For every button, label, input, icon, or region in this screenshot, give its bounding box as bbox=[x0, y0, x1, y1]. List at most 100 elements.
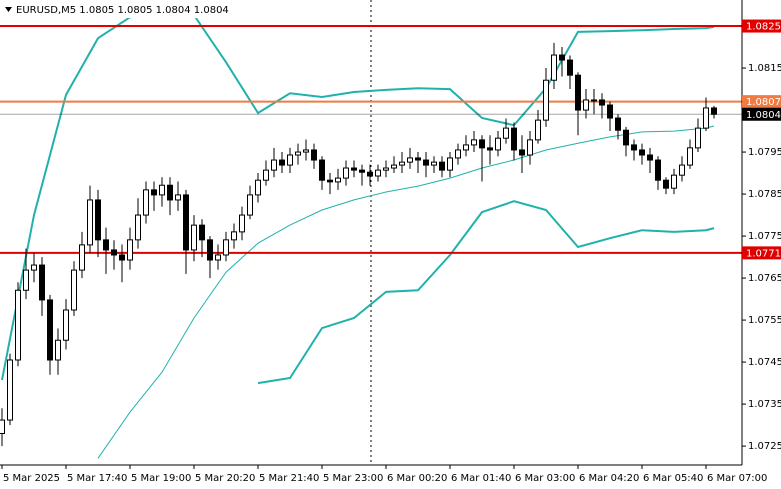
candle-body bbox=[423, 159, 429, 166]
candle-body bbox=[31, 264, 37, 271]
candle-body bbox=[543, 79, 549, 121]
candle-body bbox=[591, 99, 597, 102]
candle-body bbox=[471, 139, 477, 146]
x-tick-label: 5 Mar 2025 bbox=[3, 473, 60, 484]
candle-body bbox=[615, 117, 621, 131]
menu-icon bbox=[5, 7, 12, 12]
candle-body bbox=[519, 149, 525, 156]
candle-body bbox=[631, 144, 637, 151]
level-label: 1.0807 bbox=[746, 97, 781, 108]
level-label-bg bbox=[742, 246, 781, 260]
candle-body bbox=[279, 159, 285, 166]
level-label: 1.0771 bbox=[746, 248, 781, 259]
candle-body bbox=[319, 159, 325, 181]
candle-body bbox=[263, 169, 269, 181]
candle-body bbox=[15, 289, 21, 361]
candle-body bbox=[343, 167, 349, 179]
candle-body bbox=[375, 169, 381, 177]
level-label-bg bbox=[742, 19, 781, 33]
candle-body bbox=[335, 177, 341, 183]
candle-body bbox=[583, 99, 589, 111]
candle-body bbox=[79, 244, 85, 271]
candle-body bbox=[551, 54, 557, 81]
candle-body bbox=[399, 161, 405, 166]
candle-body bbox=[687, 147, 693, 166]
candle-body bbox=[535, 119, 541, 141]
candle-body bbox=[311, 149, 317, 161]
candle-body bbox=[119, 254, 125, 261]
candle-body bbox=[599, 99, 605, 106]
candle-body bbox=[151, 189, 157, 196]
candle-body bbox=[711, 107, 717, 115]
candle-body bbox=[479, 139, 485, 149]
candle-body bbox=[103, 239, 109, 251]
level-label-bg bbox=[742, 107, 781, 121]
x-tick-label: 5 Mar 19:00 bbox=[131, 473, 191, 484]
candle-body bbox=[239, 214, 245, 233]
candle-body bbox=[639, 149, 645, 156]
candle-body bbox=[0, 419, 5, 434]
candle-body bbox=[359, 169, 365, 173]
candle-body bbox=[575, 74, 581, 111]
candle-body bbox=[679, 164, 685, 176]
candle-body bbox=[167, 184, 173, 201]
x-tick-label: 6 Mar 00:20 bbox=[387, 473, 447, 484]
candle-body bbox=[71, 269, 77, 311]
candle-body bbox=[231, 231, 237, 241]
candle-body bbox=[175, 194, 181, 201]
candle-body bbox=[63, 309, 69, 341]
candle-body bbox=[303, 149, 309, 153]
candle-body bbox=[407, 157, 413, 163]
band-line bbox=[257, 200, 715, 385]
x-tick-label: 6 Mar 04:20 bbox=[579, 473, 639, 484]
candle-body bbox=[391, 164, 397, 169]
candle-body bbox=[215, 254, 221, 261]
x-tick-label: 6 Mar 03:00 bbox=[515, 473, 575, 484]
candle-body bbox=[431, 161, 437, 166]
candle-body bbox=[39, 264, 45, 301]
candle-body bbox=[695, 127, 701, 149]
x-tick-label: 6 Mar 05:40 bbox=[643, 473, 703, 484]
candle-body bbox=[7, 359, 13, 421]
plot-area bbox=[0, 14, 742, 459]
x-tick-label: 5 Mar 21:40 bbox=[259, 473, 319, 484]
candle-body bbox=[367, 171, 373, 177]
candle-body bbox=[495, 137, 501, 151]
candle-body bbox=[23, 269, 29, 291]
candle-body bbox=[511, 127, 517, 151]
y-tick-label: 1.0755 bbox=[748, 315, 781, 326]
x-tick-label: 5 Mar 17:40 bbox=[67, 473, 127, 484]
level-label: 1.0804 bbox=[746, 110, 781, 121]
x-tick-label: 5 Mar 20:20 bbox=[195, 473, 255, 484]
candle-body bbox=[135, 214, 141, 241]
candle-body bbox=[327, 179, 333, 183]
candle-body bbox=[503, 127, 509, 139]
candle-body bbox=[671, 174, 677, 189]
candle-body bbox=[487, 147, 493, 151]
candle-body bbox=[127, 239, 133, 261]
level-label-bg bbox=[742, 95, 781, 109]
x-tick-label: 6 Mar 07:00 bbox=[707, 473, 767, 484]
band-line bbox=[97, 125, 715, 459]
candle-body bbox=[463, 144, 469, 151]
y-tick-label: 1.0735 bbox=[748, 399, 781, 410]
candle-body bbox=[447, 157, 453, 171]
candle-body bbox=[559, 54, 565, 61]
candle-body bbox=[655, 159, 661, 181]
candle-body bbox=[47, 299, 53, 361]
candle-body bbox=[383, 167, 389, 171]
y-tick-label: 1.0815 bbox=[748, 63, 781, 74]
candle-body bbox=[183, 194, 189, 251]
candle-body bbox=[703, 107, 709, 129]
candle-body bbox=[111, 249, 117, 256]
level-label: 1.0825 bbox=[746, 22, 781, 33]
x-tick-label: 5 Mar 23:00 bbox=[323, 473, 383, 484]
candle-body bbox=[87, 199, 93, 246]
candle-body bbox=[351, 167, 357, 171]
candle-body bbox=[623, 129, 629, 146]
x-tick-label: 6 Mar 01:40 bbox=[451, 473, 511, 484]
title-bg bbox=[2, 2, 232, 18]
